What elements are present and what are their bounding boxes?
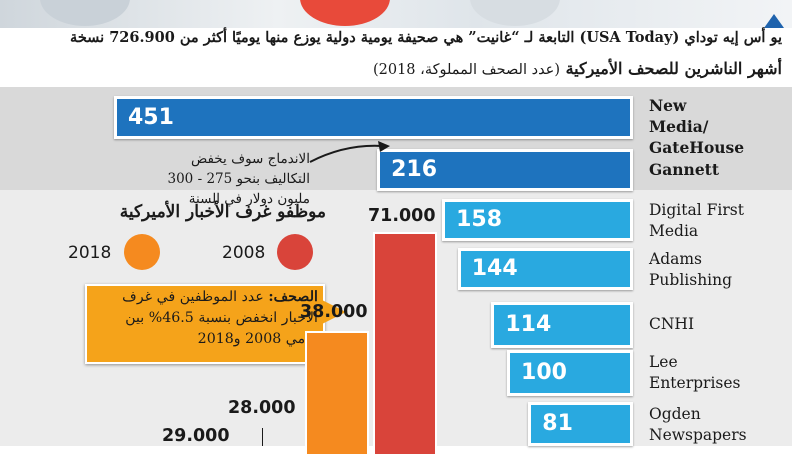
publisher-name: Ogden Newspapers — [649, 405, 747, 444]
callout-body: عدد الموظفين في غرف الأخبار انخفض بنسبة … — [122, 289, 318, 347]
publisher-bar — [528, 402, 633, 446]
header-description: يو أس إيه توداي (USA Today) التابعة لـ “… — [70, 29, 782, 46]
chart-subtitle: (عدد الصحف المملوكة، 2018) — [372, 62, 560, 78]
publisher-name: Lee Enterprises — [649, 353, 741, 392]
publisher-value-label: 114 — [505, 312, 552, 337]
publisher-bar — [491, 302, 633, 348]
newspaper-shape — [40, 0, 130, 26]
employees-value-2018-b: 28.000 — [228, 398, 296, 418]
publisher-value-label: 158 — [456, 207, 503, 232]
chart-title: أشهر الناشرين للصحف الأميركية (عدد الصحف… — [2, 59, 782, 78]
employees-value-partial: 29.000 — [162, 426, 230, 446]
publisher-value-label: 451 — [128, 104, 174, 130]
employees-title: موظفو غرف الأخبار الأميركية — [119, 202, 326, 222]
newspaper-shape — [470, 0, 560, 26]
publisher-bar — [377, 149, 633, 191]
publisher-name: Gannett — [649, 160, 719, 179]
employees-bar-2018 — [305, 331, 369, 456]
triangle-icon — [764, 14, 784, 28]
publisher-name: Adams Publishing — [649, 250, 733, 289]
callout-text: الصحف: عدد الموظفين في غرف الأخبار انخفض… — [90, 287, 318, 350]
legend-2008-label: 2008 — [222, 243, 266, 263]
publisher-bar — [457, 248, 633, 290]
callout-box — [85, 284, 325, 364]
employees-value-2018: 38.000 — [300, 302, 368, 323]
publisher-value-label: 144 — [471, 256, 518, 281]
publisher-bar — [442, 199, 633, 241]
merger-note: الاندماج سوف يخفض التكاليف بنحو 275 - 30… — [167, 151, 311, 207]
publisher-bar — [507, 350, 633, 396]
legend-2008-dot — [277, 234, 313, 270]
publisher-name: New Media/ GateHouse — [649, 96, 745, 157]
employees-value-2008: 71.000 — [368, 206, 436, 226]
publisher-value-label: 81 — [542, 411, 573, 436]
publisher-name: Digital First Media — [649, 201, 744, 240]
publisher-name: CNHI — [649, 315, 695, 333]
newspaper-red-shape — [300, 0, 390, 26]
callout-label: الصحف: — [268, 289, 318, 305]
header-photo-strip — [0, 0, 792, 28]
merger-arrow-icon — [309, 141, 390, 163]
callout-pointer — [322, 300, 346, 324]
legend-2018-dot — [124, 234, 160, 270]
publisher-value-label: 100 — [521, 360, 567, 385]
chart-title-main: أشهر الناشرين للصحف الأميركية — [565, 59, 782, 78]
legend-2018-label: 2018 — [68, 243, 112, 263]
employees-bar-2008 — [373, 232, 437, 456]
axis-tick — [262, 428, 263, 446]
publisher-bar — [114, 96, 633, 139]
publisher-value-label: 216 — [391, 157, 438, 182]
